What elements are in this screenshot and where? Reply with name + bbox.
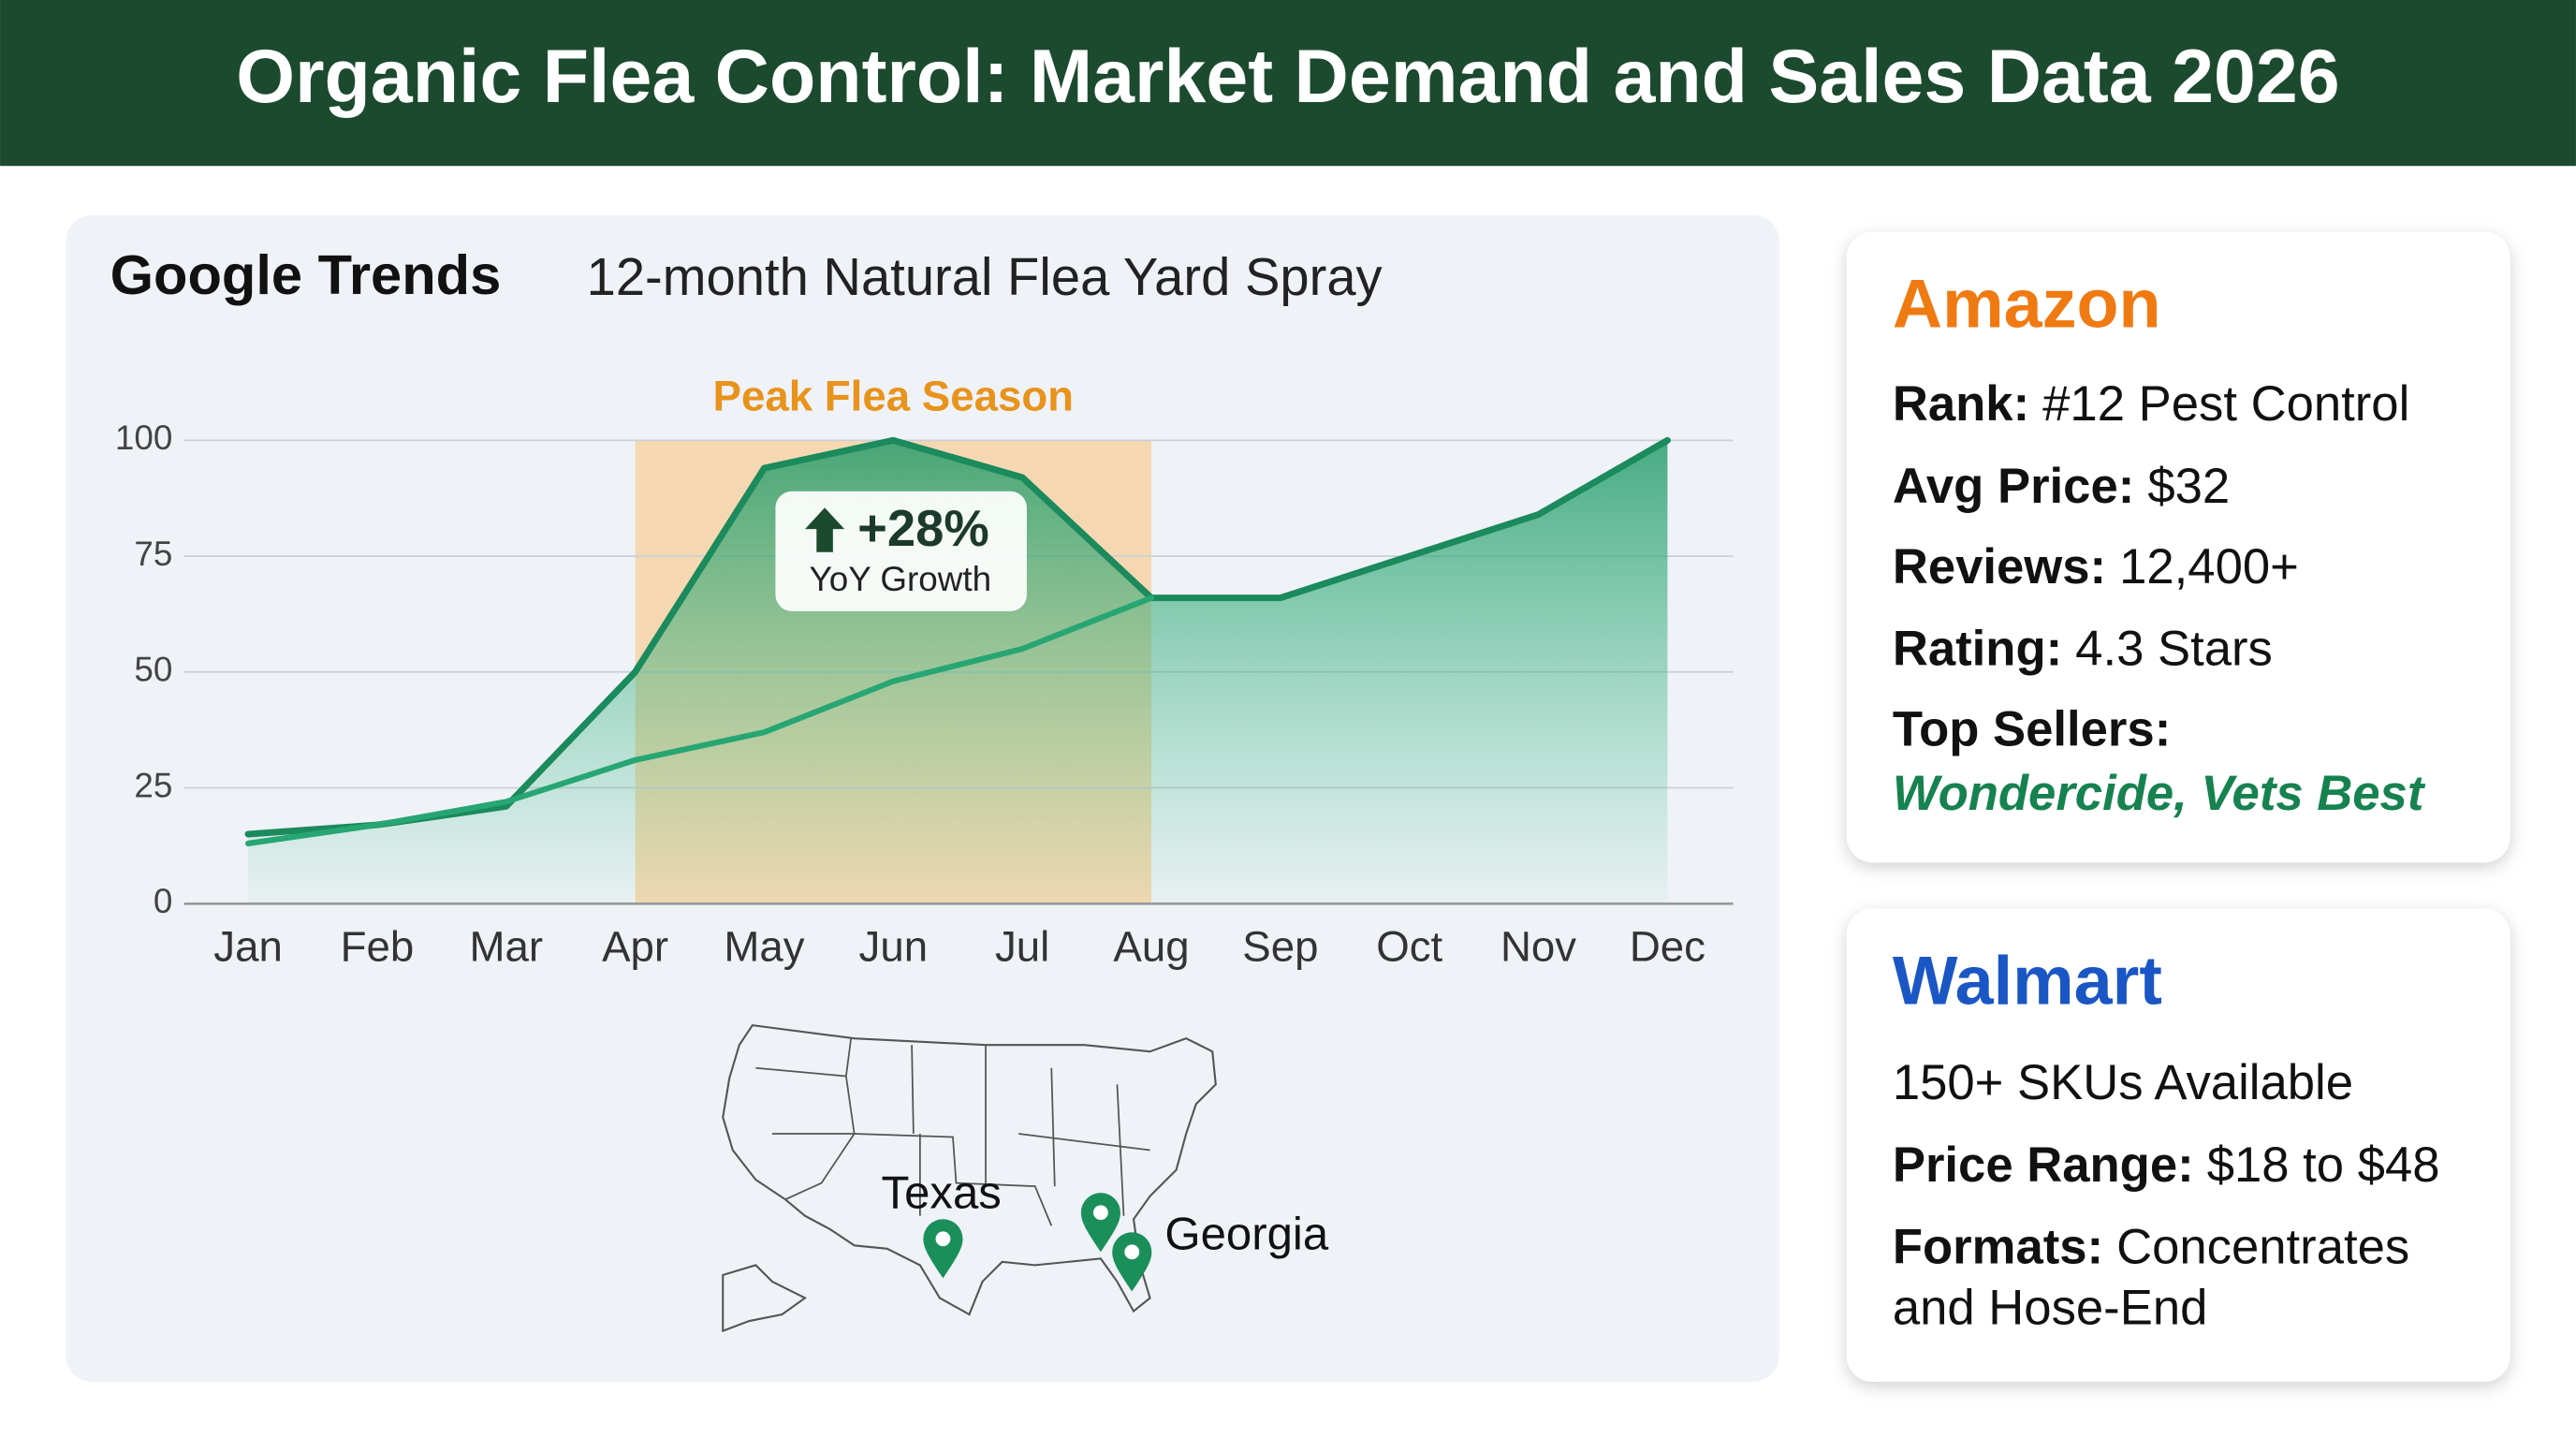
x-tick-label: Mar xyxy=(469,922,543,970)
y-tick-label: 100 xyxy=(115,418,172,457)
x-tick-label: Nov xyxy=(1500,922,1576,970)
x-tick-label: May xyxy=(724,922,804,970)
pin-dot xyxy=(1093,1205,1108,1221)
row-value: 12,400+ xyxy=(2119,539,2299,594)
pin xyxy=(923,1219,963,1279)
row-label: Avg Price: xyxy=(1893,459,2134,514)
card-row: Avg Price: $32 xyxy=(1893,459,2230,514)
annotation-label: YoY Growth xyxy=(810,560,992,598)
area xyxy=(248,440,1668,904)
card-row: Rank: #12 Pest Control xyxy=(1893,376,2409,432)
line xyxy=(244,594,1155,846)
row-label: Formats: xyxy=(1893,1219,2103,1274)
x-tick-label: Jun xyxy=(859,922,929,970)
card-row: Rating: 4.3 Stars xyxy=(1893,622,2273,677)
y-tick-label: 50 xyxy=(134,651,172,689)
map-pins xyxy=(923,1193,1152,1292)
line xyxy=(244,436,1671,838)
row-label: Rating: xyxy=(1893,622,2062,677)
row-value: $32 xyxy=(2147,459,2230,514)
pin-dot xyxy=(935,1231,951,1247)
annotation-value: +28% xyxy=(857,500,989,557)
card-row: Reviews: 12,400+ xyxy=(1893,539,2299,594)
pin-dot xyxy=(1124,1244,1140,1260)
x-tick-label: Apr xyxy=(602,922,668,970)
row-label: Price Range: xyxy=(1893,1137,2194,1193)
map-outline xyxy=(722,1024,1217,1316)
chart-subtitle: 12-month Natural Flea Yard Spray xyxy=(587,247,1383,306)
row-label: Top Sellers: xyxy=(1893,702,2171,757)
y-tick-label: 75 xyxy=(134,535,172,573)
x-tick-label: Feb xyxy=(341,922,415,970)
x-tick-label: Aug xyxy=(1113,922,1189,970)
map-alaska xyxy=(722,1264,808,1333)
top-sellers: Wondercide, Vets Best xyxy=(1893,766,2426,821)
card-title: Amazon xyxy=(1893,264,2161,342)
y-tick-label: 25 xyxy=(134,766,172,804)
x-tick-label: Sep xyxy=(1242,922,1318,970)
map-label: Georgia xyxy=(1164,1210,1328,1260)
row-value: $18 to $48 xyxy=(2207,1137,2440,1193)
x-tick-label: Jul xyxy=(995,922,1049,970)
card-title: Walmart xyxy=(1893,941,2162,1019)
annotation-box xyxy=(775,491,1027,611)
highlight-label: Peak Flea Season xyxy=(713,373,1074,420)
chart: Peak Flea Season 0 25 50 75 100 Jan Feb Mar Apr Ma… xyxy=(115,373,1734,970)
card-row: Price Range: $18 to $48 xyxy=(1893,1137,2440,1193)
amazon-card xyxy=(1846,231,2510,863)
chart-title: Google Trends xyxy=(110,243,502,306)
walmart-card xyxy=(1846,908,2510,1382)
header-bar xyxy=(0,0,2576,167)
x-tick-label: Jan xyxy=(213,922,283,970)
card-row: 150+ SKUs Available xyxy=(1893,1055,2353,1110)
page-title: Organic Flea Control: Market Demand and … xyxy=(236,35,2339,119)
x-tick-label: Oct xyxy=(1376,922,1442,970)
pin xyxy=(1080,1193,1120,1253)
us-map xyxy=(722,1024,1217,1333)
row-value: #12 Pest Control xyxy=(2042,376,2409,432)
row-label: Rank: xyxy=(1893,376,2029,432)
up-arrow xyxy=(805,507,845,552)
card-row: Formats: Concentrates xyxy=(1893,1219,2409,1274)
y-tick-label: 0 xyxy=(154,882,172,920)
pin xyxy=(1112,1232,1152,1292)
map-borders xyxy=(755,1038,1150,1226)
row-value: Concentrates xyxy=(2116,1219,2409,1274)
row-label: Reviews: xyxy=(1893,539,2106,594)
x-tick-label: Dec xyxy=(1630,922,1705,970)
map-label: Texas xyxy=(882,1168,1002,1219)
row-value: 4.3 Stars xyxy=(2075,622,2273,677)
card-row: and Hose-End xyxy=(1893,1280,2208,1335)
